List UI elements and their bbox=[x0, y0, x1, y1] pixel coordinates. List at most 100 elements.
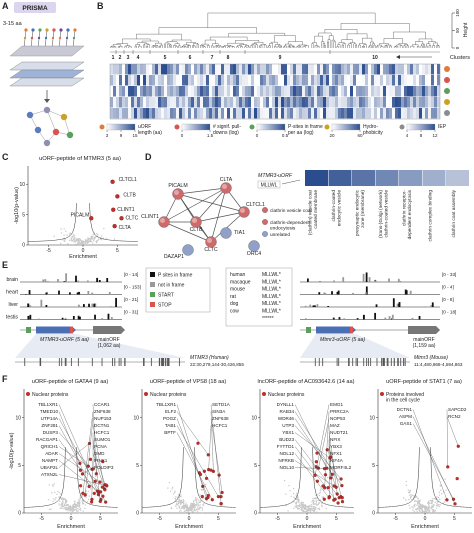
locus-coordinates: 11:4,480,868-4,594,863 bbox=[414, 362, 463, 367]
background-protein bbox=[298, 507, 301, 510]
hit-label: NFIX bbox=[330, 437, 340, 442]
leader-line bbox=[91, 460, 94, 502]
heatmap-cell bbox=[365, 108, 369, 119]
heatmap-cell bbox=[116, 75, 120, 86]
node-shine bbox=[174, 190, 179, 195]
heatmap-cell bbox=[365, 64, 369, 75]
background-protein bbox=[174, 490, 176, 492]
heatmap-cell bbox=[140, 97, 144, 108]
heatmap-cell bbox=[176, 86, 180, 97]
significance-curve bbox=[142, 447, 184, 508]
heatmap-cell bbox=[176, 75, 180, 86]
heatmap-cell bbox=[287, 75, 291, 86]
heatmap-cell bbox=[422, 64, 426, 75]
background-protein bbox=[419, 499, 421, 501]
ribo-bar bbox=[69, 292, 71, 295]
background-protein bbox=[292, 487, 295, 490]
ribo-bar bbox=[375, 304, 378, 307]
background-protein bbox=[285, 493, 287, 495]
tick-label: 50 bbox=[455, 28, 460, 34]
background-protein bbox=[74, 509, 76, 511]
background-protein bbox=[197, 505, 200, 507]
background-protein bbox=[54, 499, 56, 501]
axis-label: -log10(p-value) bbox=[9, 432, 15, 469]
heatmap-cell bbox=[338, 108, 342, 119]
heatmap-cell bbox=[314, 97, 318, 108]
heatmap-cell bbox=[263, 64, 267, 75]
heatmap-cell bbox=[335, 64, 339, 75]
background-protein bbox=[435, 507, 438, 509]
heatmap-cell bbox=[134, 108, 138, 119]
background-protein bbox=[175, 496, 177, 498]
heatmap-cell bbox=[383, 64, 387, 75]
heatmap-cell bbox=[428, 75, 432, 86]
peptide-bead bbox=[31, 28, 35, 32]
background-protein bbox=[78, 505, 81, 507]
background-protein bbox=[408, 504, 410, 507]
heatmap-cell bbox=[356, 97, 360, 108]
background-protein bbox=[424, 508, 426, 510]
heatmap-cell bbox=[218, 75, 222, 86]
term-cell bbox=[422, 170, 446, 186]
ribo-bar bbox=[29, 314, 32, 320]
background-protein bbox=[423, 510, 425, 513]
node-label: TIA1 bbox=[234, 230, 245, 236]
leader-line bbox=[58, 432, 93, 470]
background-protein bbox=[85, 490, 87, 492]
term-label: clathrin-coated vesicle bbox=[383, 190, 389, 238]
heatmap-cell bbox=[179, 86, 183, 97]
heatmap-cell bbox=[323, 64, 327, 75]
ribo-bar bbox=[27, 315, 30, 320]
heatmap-cell bbox=[365, 86, 369, 97]
ribo-bar bbox=[86, 280, 89, 282]
heatmap-cell bbox=[395, 75, 399, 86]
background-protein bbox=[89, 240, 91, 242]
background-protein bbox=[88, 237, 91, 240]
heatmap-cell bbox=[158, 86, 162, 97]
significance-curve bbox=[24, 447, 66, 508]
heatmap-cell bbox=[185, 86, 189, 97]
hit-label: QRICH1 bbox=[41, 444, 59, 449]
tick-label: -5 bbox=[46, 248, 51, 254]
leader-line bbox=[412, 423, 454, 500]
leader-line bbox=[176, 432, 213, 500]
heatmap-cell bbox=[143, 75, 147, 86]
ribo-bar bbox=[388, 278, 390, 282]
background-protein bbox=[427, 507, 429, 509]
heatmap-cell bbox=[317, 75, 321, 86]
heatmap-cell bbox=[167, 86, 171, 97]
heatmap-cell bbox=[401, 75, 405, 86]
heatmap-cell bbox=[236, 75, 240, 86]
background-protein bbox=[408, 498, 410, 501]
heatmap-cell bbox=[368, 75, 372, 86]
heatmap-cell bbox=[404, 108, 408, 119]
background-protein bbox=[48, 508, 51, 511]
heatmap-cell bbox=[197, 86, 201, 97]
heatmap-cell bbox=[410, 64, 414, 75]
heatmap-cell bbox=[194, 97, 198, 108]
background-protein bbox=[303, 507, 306, 510]
heatmap-cell bbox=[437, 86, 441, 97]
background-protein bbox=[411, 494, 414, 497]
heatmap-cell bbox=[404, 75, 408, 86]
hit-protein bbox=[115, 194, 120, 199]
hit-label: NUP153 bbox=[94, 416, 112, 421]
heatmap-cell bbox=[263, 86, 267, 97]
heatmap-cell bbox=[167, 97, 171, 108]
background-protein bbox=[418, 508, 421, 511]
heatmap-cell bbox=[170, 86, 174, 97]
leader-line bbox=[294, 467, 325, 469]
background-protein bbox=[428, 502, 430, 505]
background-protein bbox=[182, 501, 184, 504]
background-protein bbox=[296, 507, 299, 509]
hit-protein bbox=[322, 497, 326, 501]
heatmap-cell bbox=[242, 97, 246, 108]
heatmap-cell bbox=[215, 108, 219, 119]
background-protein bbox=[182, 499, 184, 501]
background-protein bbox=[313, 500, 315, 503]
hit-label: TAB1 bbox=[165, 423, 177, 428]
heatmap-cell bbox=[266, 97, 270, 108]
ribo-bar bbox=[365, 293, 368, 295]
background-protein bbox=[171, 488, 173, 490]
hit-label: BPTF bbox=[164, 430, 176, 435]
